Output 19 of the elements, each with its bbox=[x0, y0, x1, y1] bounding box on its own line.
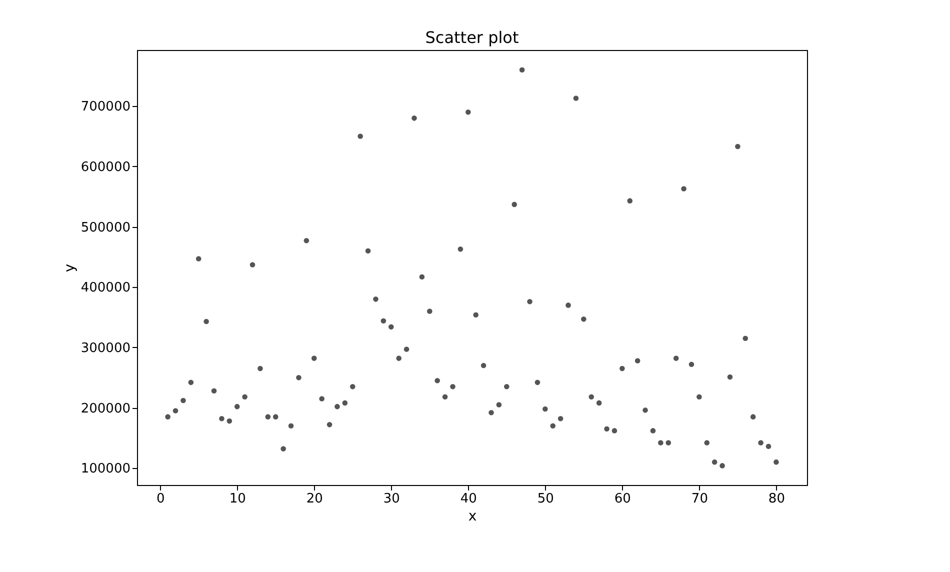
x-tick-label: 10 bbox=[229, 492, 246, 506]
y-tick-label: 100000 bbox=[80, 462, 130, 477]
x-tick-label: 0 bbox=[156, 492, 165, 506]
x-axis-title: x bbox=[468, 508, 477, 524]
x-tick-label: 30 bbox=[383, 492, 400, 506]
y-tick-label: 200000 bbox=[80, 401, 130, 416]
y-axis-title: y bbox=[62, 264, 78, 272]
x-tick-label: 50 bbox=[537, 492, 554, 506]
x-tick-label: 20 bbox=[306, 492, 323, 506]
y-tick-label: 400000 bbox=[80, 280, 130, 296]
y-tick-label: 300000 bbox=[80, 340, 130, 356]
x-tick-label: 70 bbox=[691, 492, 708, 506]
x-tick-label: 60 bbox=[614, 492, 631, 506]
x-tick-label: 80 bbox=[768, 492, 785, 506]
y-tick-label: 600000 bbox=[80, 160, 130, 175]
y-tick-label: 500000 bbox=[80, 220, 130, 236]
x-tick-label: 40 bbox=[460, 492, 477, 506]
y-tick-label: 700000 bbox=[80, 100, 130, 115]
chart-title: Scatter plot bbox=[425, 28, 519, 47]
